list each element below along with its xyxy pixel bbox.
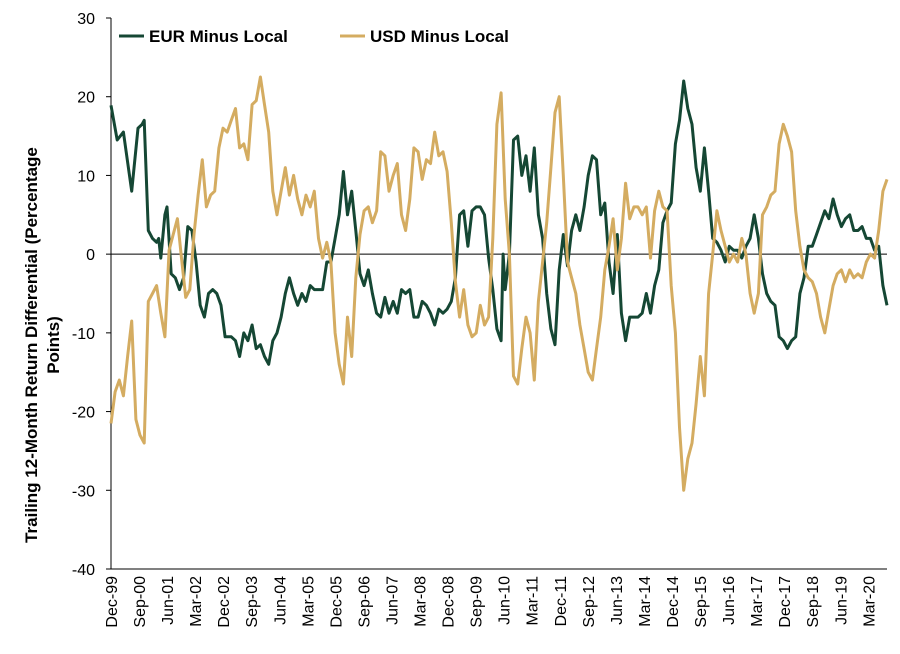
x-tick-label: Sep-09 [469, 576, 486, 628]
y-tick-label: 20 [77, 90, 95, 107]
x-tick-label: Dec-02 [216, 576, 233, 628]
x-tick-label: Sep-12 [581, 576, 598, 628]
legend-label-eur: EUR Minus Local [149, 27, 288, 46]
x-tick-label: Mar-14 [637, 576, 654, 627]
x-tick-label: Mar-20 [861, 576, 878, 627]
axes [106, 17, 887, 570]
x-tick-label: Dec-14 [665, 576, 682, 628]
y-axis-title-line-2: Points) [44, 316, 63, 374]
legend-label-usd: USD Minus Local [370, 27, 509, 46]
y-tick-label: 0 [86, 247, 95, 264]
x-tick-label: Dec-99 [104, 576, 121, 628]
y-tick-label: -20 [72, 405, 95, 422]
x-tick-label: Jun-19 [833, 576, 850, 625]
x-axis-ticks: Dec-99 Sep-00 Jun-01 Mar-02 Dec-02 Sep-03 Jun-… [104, 576, 878, 628]
series-lines [109, 75, 889, 492]
x-tick-label: Mar-08 [413, 576, 430, 627]
x-tick-label: Sep-18 [805, 576, 822, 628]
x-tick-label: Jun-13 [609, 576, 626, 625]
x-tick-label: Jun-04 [272, 576, 289, 625]
y-axis-title-line-1: Trailing 12-Month Return Differential (P… [22, 147, 41, 543]
y-tick-label: -30 [72, 483, 95, 500]
x-tick-label: Mar-11 [525, 576, 542, 626]
series-line-usd [109, 75, 889, 492]
series-line-eur [109, 79, 889, 366]
x-tick-label: Jun-10 [497, 576, 514, 625]
x-tick-label: Jun-01 [160, 576, 177, 625]
y-tick-label: -40 [72, 562, 95, 579]
x-tick-label: Dec-08 [441, 576, 458, 628]
x-tick-label: Dec-11 [553, 576, 570, 626]
x-tick-label: Sep-00 [132, 576, 149, 628]
y-tick-label: 10 [77, 168, 95, 185]
x-tick-label: Sep-15 [693, 576, 710, 628]
y-tick-label: -10 [72, 326, 95, 343]
x-tick-label: Jun-07 [384, 576, 401, 625]
legend: EUR Minus Local USD Minus Local [119, 27, 509, 46]
x-tick-label: Sep-03 [244, 576, 261, 628]
y-axis-ticks: -40 -30 -20 -10 0 10 20 30 [72, 11, 95, 579]
x-tick-label: Mar-02 [188, 576, 205, 627]
x-tick-label: Mar-05 [300, 576, 317, 627]
y-tick-label: 30 [77, 11, 95, 28]
x-tick-label: Jun-16 [721, 576, 738, 625]
x-tick-label: Dec-05 [328, 576, 345, 628]
x-tick-label: Dec-17 [777, 576, 794, 628]
x-tick-label: Sep-06 [356, 576, 373, 628]
x-tick-label: Mar-17 [749, 576, 766, 627]
